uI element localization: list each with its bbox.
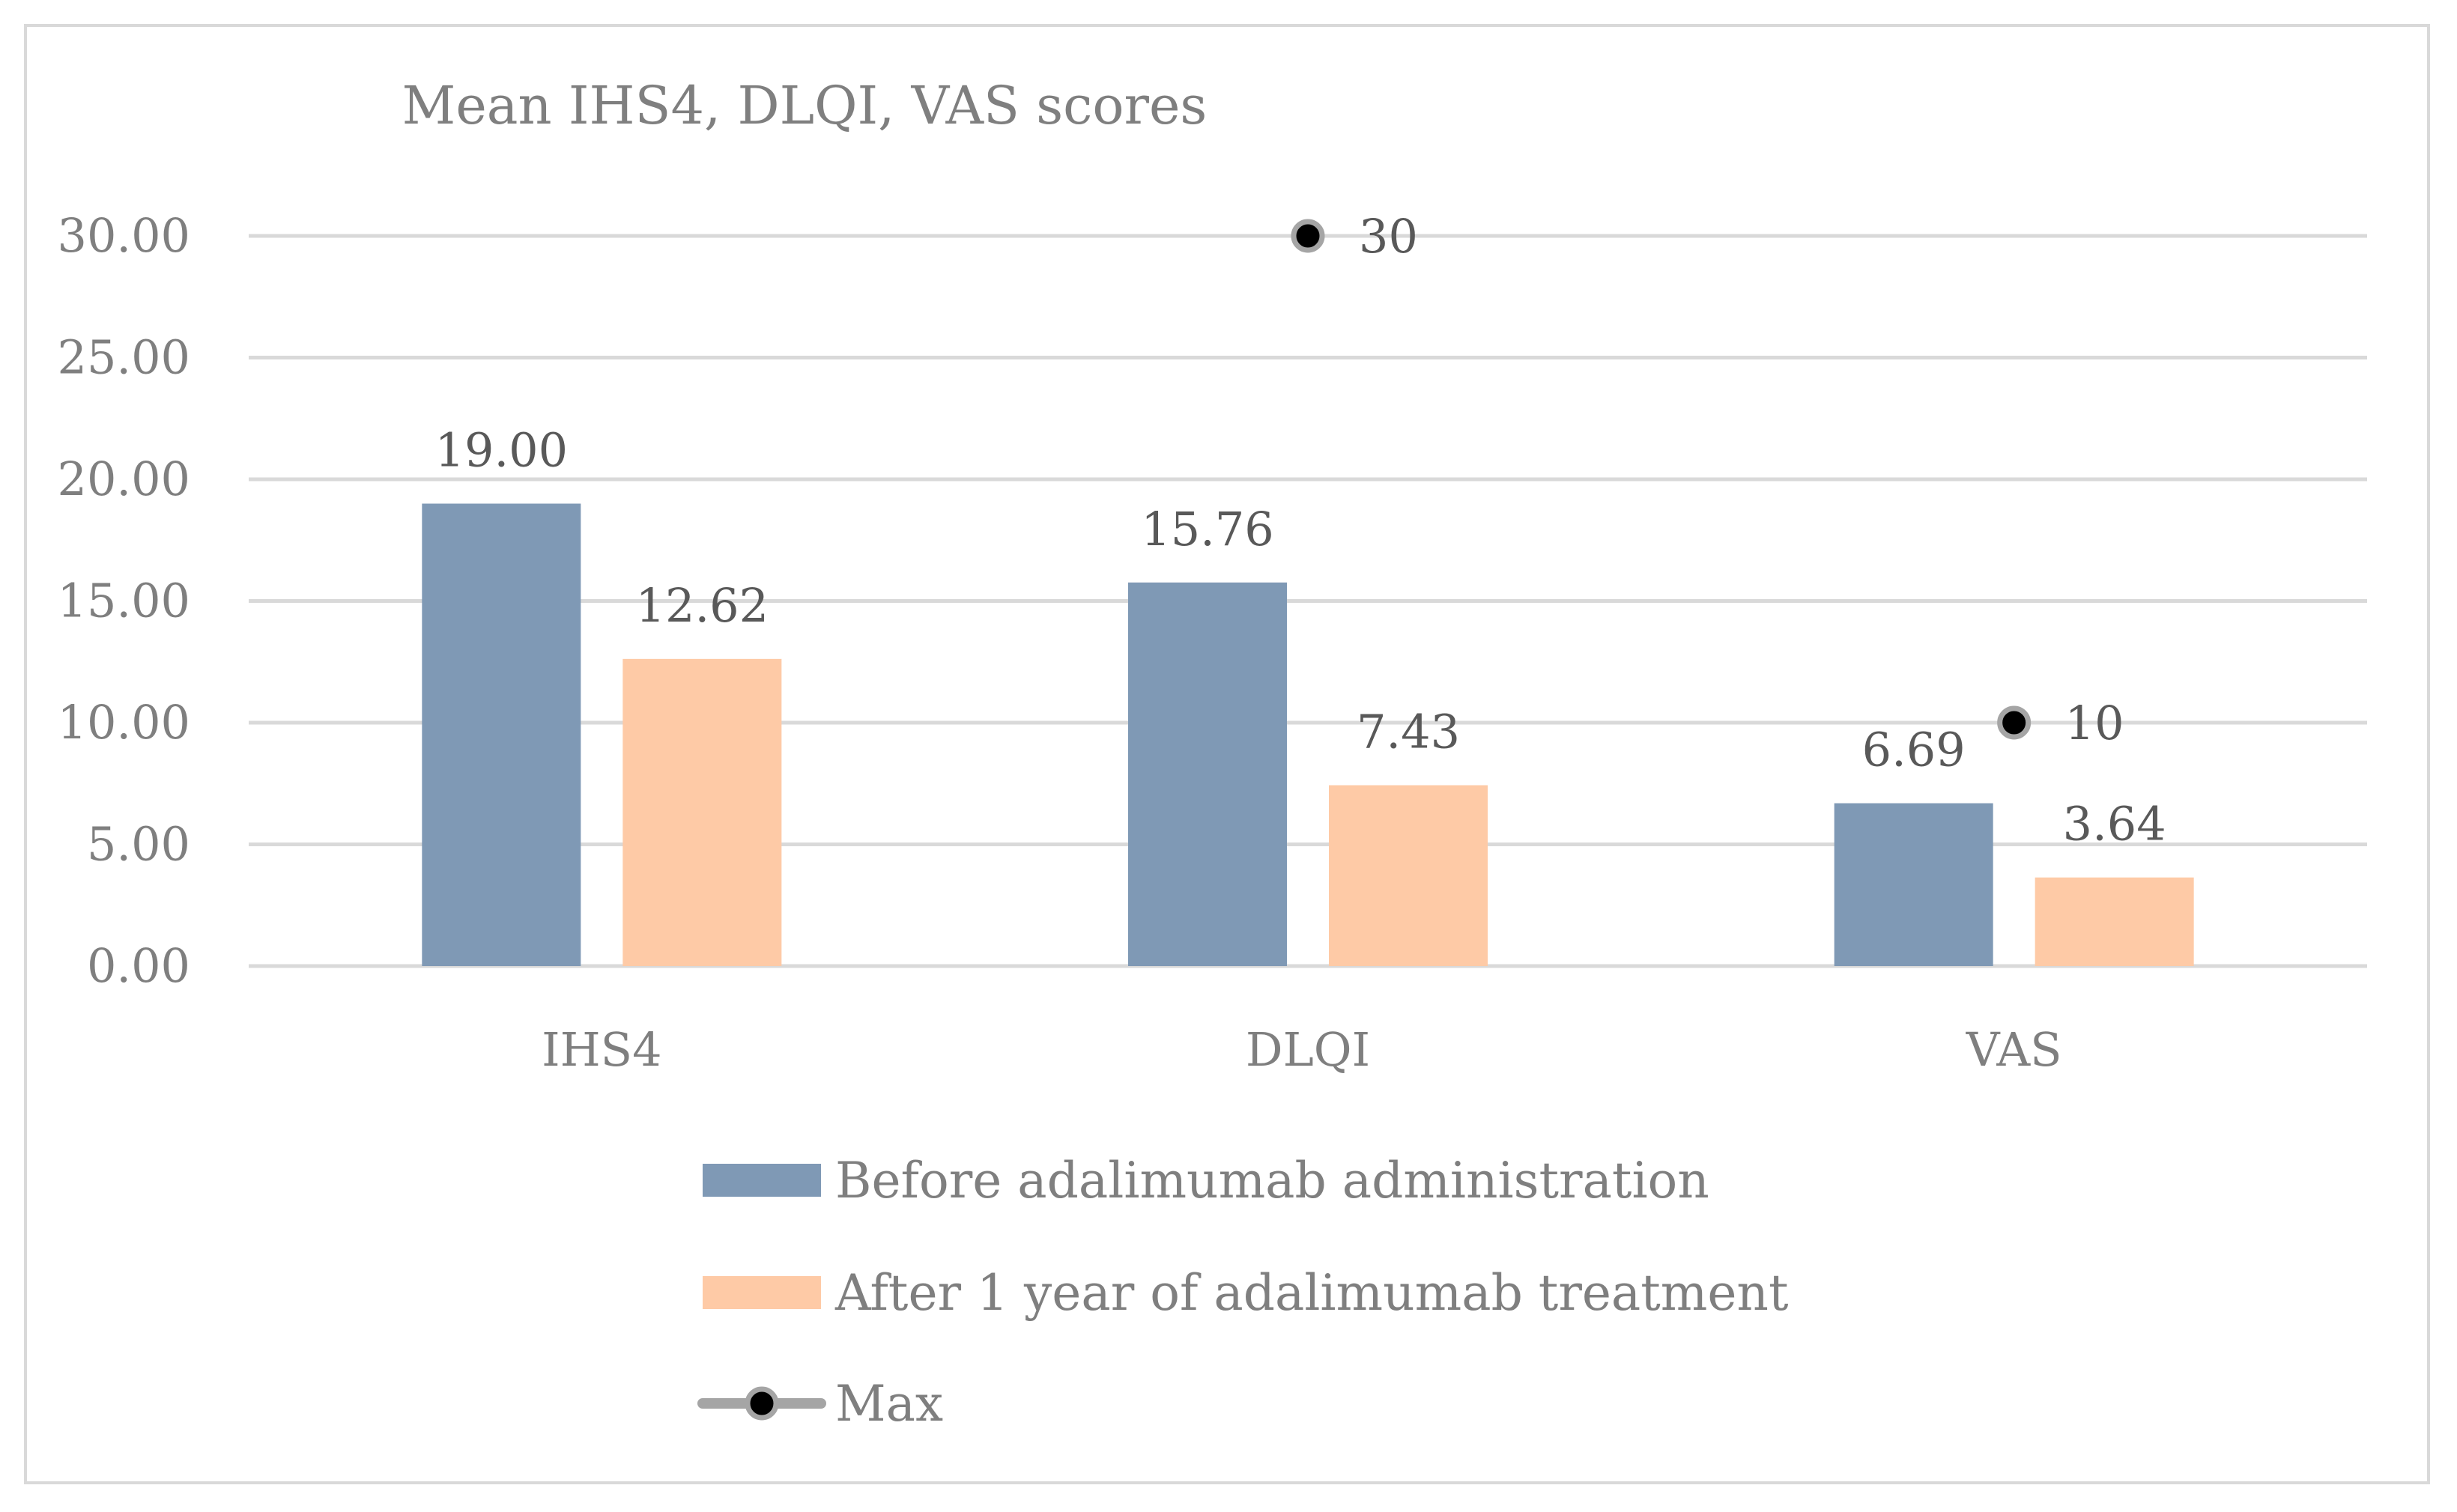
- data-labels: 19.00 12.62 15.76 7.43 30 6.69 3.64 10: [435, 209, 2166, 851]
- data-label-before-dlqi: 15.76: [1141, 502, 1274, 556]
- bars: [422, 503, 2194, 966]
- bar-before-ihs4: [422, 503, 581, 966]
- bar-after-ihs4: [622, 658, 782, 966]
- max-marker-vas: [1997, 705, 2032, 740]
- gridlines: [249, 234, 2367, 968]
- max-marker-dlqi: [1291, 219, 1325, 253]
- max-label-dlqi: 30: [1359, 209, 1418, 264]
- chart-svg: Mean IHS4, DLQI, VAS scores 0.00 5.00 10.0…: [58, 75, 2367, 1433]
- legend-label: After 1 year of adalimumab treatment: [834, 1264, 1788, 1322]
- y-tick-label: 5.00: [87, 817, 190, 872]
- y-tick-label: 30.00: [58, 208, 191, 263]
- chart-frame: Mean IHS4, DLQI, VAS scores 0.00 5.00 10.0…: [24, 24, 2430, 1484]
- y-tick-label: 15.00: [58, 574, 191, 628]
- x-axis-categories: IHS4 DLQI VAS: [542, 1022, 2061, 1077]
- data-label-after-dlqi: 7.43: [1357, 705, 1460, 759]
- x-category-label: VAS: [1966, 1022, 2062, 1077]
- y-tick-label: 20.00: [58, 452, 191, 506]
- y-tick-label: 25.00: [58, 330, 191, 385]
- data-label-after-ihs4: 12.62: [636, 578, 769, 633]
- bar-before-vas: [1834, 803, 1993, 966]
- bar-after-vas: [2035, 877, 2194, 966]
- x-category-label: DLQI: [1246, 1022, 1370, 1077]
- x-category-label: IHS4: [542, 1022, 661, 1077]
- max-label-vas: 10: [2065, 696, 2124, 750]
- y-tick-label: 0.00: [87, 938, 190, 993]
- legend-swatch-after: [703, 1276, 821, 1309]
- legend-label: Max: [835, 1375, 943, 1433]
- legend-label: Before adalimumab administration: [835, 1152, 1709, 1209]
- legend: Before adalimumab administration After 1 …: [697, 1152, 1788, 1433]
- legend-swatch-max-marker: [745, 1386, 779, 1421]
- chart-title: Mean IHS4, DLQI, VAS scores: [402, 75, 1208, 136]
- max-markers: [1291, 219, 2032, 740]
- bar-before-dlqi: [1128, 582, 1287, 966]
- bar-after-dlqi: [1329, 785, 1488, 966]
- legend-swatch-before: [703, 1164, 821, 1197]
- y-axis-ticks: 0.00 5.00 10.00 15.00 20.00 25.00 30.00: [58, 208, 191, 993]
- data-label-before-ihs4: 19.00: [435, 423, 569, 478]
- y-tick-label: 10.00: [58, 695, 191, 750]
- data-label-after-vas: 3.64: [2063, 797, 2166, 851]
- data-label-before-vas: 6.69: [1862, 723, 1966, 777]
